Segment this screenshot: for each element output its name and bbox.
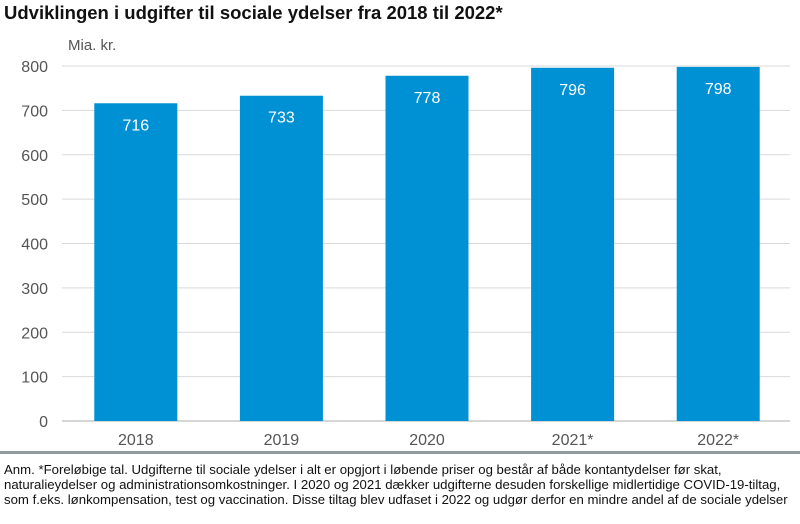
x-tick-label: 2021* [552,432,594,449]
data-label: 716 [122,117,149,134]
y-axis-unit-label: Mia. kr. [68,37,117,54]
y-tick-label: 500 [21,192,48,209]
footnote: Anm. *Foreløbige tal. Udgifterne til soc… [4,462,788,507]
bar-chart: 0 100 200 300 400 500 600 700 800 716 2018 733 2019 7… [21,59,790,449]
bar [531,67,615,422]
bar [94,103,178,422]
chart-title: Udviklingen i udgifter til sociale ydels… [4,2,503,23]
y-tick-label: 100 [21,370,48,387]
y-tick-label: 600 [21,148,48,165]
x-tick-label: 2018 [118,432,154,449]
data-label: 796 [559,82,586,99]
x-tick-label: 2019 [264,432,300,449]
data-label: 778 [414,90,441,107]
bar [385,75,469,421]
y-tick-label: 300 [21,281,48,298]
bar [239,95,323,421]
x-tick-label: 2022* [697,432,739,449]
y-tick-label: 700 [21,103,48,120]
data-label: 798 [705,81,732,98]
y-tick-label: 800 [21,59,48,76]
y-tick-label: 0 [39,414,48,431]
y-tick-label: 400 [21,237,48,254]
bar [676,66,760,421]
data-label: 733 [268,110,295,127]
divider [0,451,800,454]
y-tick-label: 200 [21,325,48,342]
x-tick-label: 2020 [409,432,445,449]
